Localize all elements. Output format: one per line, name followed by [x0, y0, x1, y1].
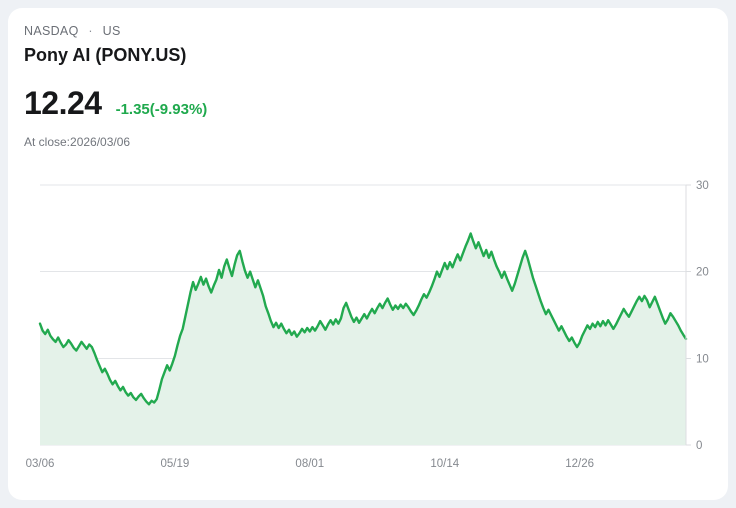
current-price: 12.24	[24, 85, 102, 121]
exchange-label: NASDAQ	[24, 24, 79, 38]
x-axis-ticks: 03/06 05/19 08/01 10/14 12/26	[26, 458, 594, 470]
price-chart-svg[interactable]: 0 10 20 30 03/06 05/19 08/01 10/14 12/26	[8, 168, 728, 488]
y-axis-ticks: 0 10 20 30	[686, 180, 709, 452]
x-axis-tick-label: 12/26	[565, 458, 594, 470]
y-axis-tick-label: 20	[696, 267, 709, 279]
x-axis-tick-label: 08/01	[295, 458, 324, 470]
price-area-fill	[40, 233, 686, 445]
quote-row: 12.24 -1.35(-9.93%)	[24, 84, 524, 122]
quote-header: NASDAQ · US Pony AI (PONY.US) 12.24 -1.3…	[24, 22, 524, 150]
x-axis-tick-label: 03/06	[26, 458, 55, 470]
exchange-region-row: NASDAQ · US	[24, 22, 524, 40]
separator-dot: ·	[88, 24, 93, 38]
stock-quote-card: NASDAQ · US Pony AI (PONY.US) 12.24 -1.3…	[8, 8, 728, 500]
page-title: Pony AI (PONY.US)	[24, 45, 187, 65]
region-label: US	[102, 24, 121, 38]
x-axis-tick-label: 05/19	[161, 458, 190, 470]
y-axis-tick-label: 10	[696, 353, 709, 365]
price-chart[interactable]: 0 10 20 30 03/06 05/19 08/01 10/14 12/26	[8, 168, 728, 488]
y-axis-tick-label: 30	[696, 180, 709, 192]
x-axis-tick-label: 10/14	[430, 458, 459, 470]
price-change: -1.35(-9.93%)	[115, 101, 208, 118]
price-line	[38, 232, 688, 406]
y-axis-tick-label: 0	[696, 440, 702, 452]
market-close-note: At close:2026/03/06	[24, 135, 131, 149]
